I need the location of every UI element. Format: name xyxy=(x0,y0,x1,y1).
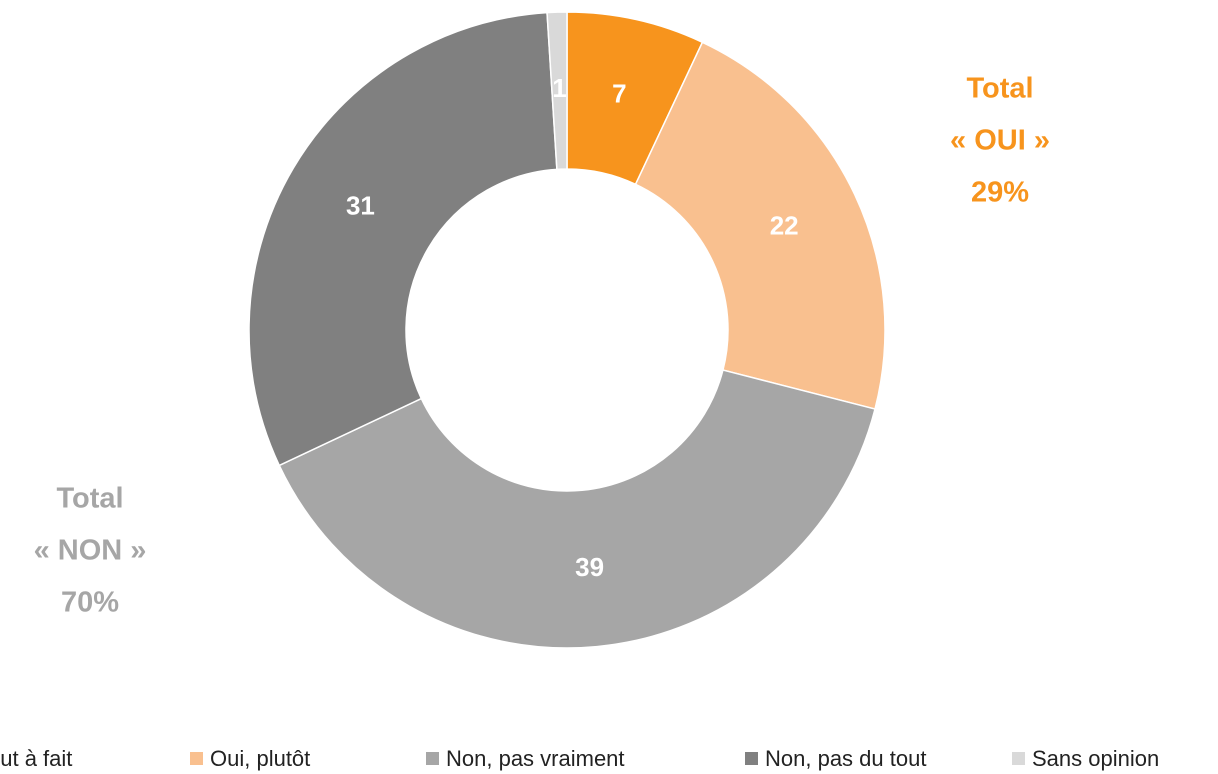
donut-slice xyxy=(248,11,558,467)
legend-label: Non, pas vraiment xyxy=(446,746,625,771)
legend-label: Non, pas du tout xyxy=(765,746,926,771)
legend-swatch xyxy=(745,752,758,765)
annotation: Total xyxy=(966,73,1033,105)
legend-swatch xyxy=(190,752,203,765)
donut-slice xyxy=(634,41,886,410)
data-label: 7 xyxy=(612,79,626,109)
legend-label: out à fait xyxy=(0,746,72,771)
annotation: 29% xyxy=(971,177,1029,209)
legend-label: Sans opinion xyxy=(1032,746,1159,771)
annotation: « OUI » xyxy=(950,125,1050,157)
donut-slice xyxy=(546,11,568,171)
annotation: « NON » xyxy=(34,535,147,567)
legend-swatch xyxy=(426,752,439,765)
data-label: 31 xyxy=(346,191,375,221)
data-label: 22 xyxy=(770,211,799,241)
annotation: 70% xyxy=(61,587,119,619)
donut-slice xyxy=(278,369,876,649)
data-label: 1 xyxy=(552,73,566,103)
legend-swatch xyxy=(1012,752,1025,765)
annotation: Total xyxy=(56,483,123,515)
legend-label: Oui, plutôt xyxy=(210,746,310,771)
data-label: 39 xyxy=(575,552,604,582)
